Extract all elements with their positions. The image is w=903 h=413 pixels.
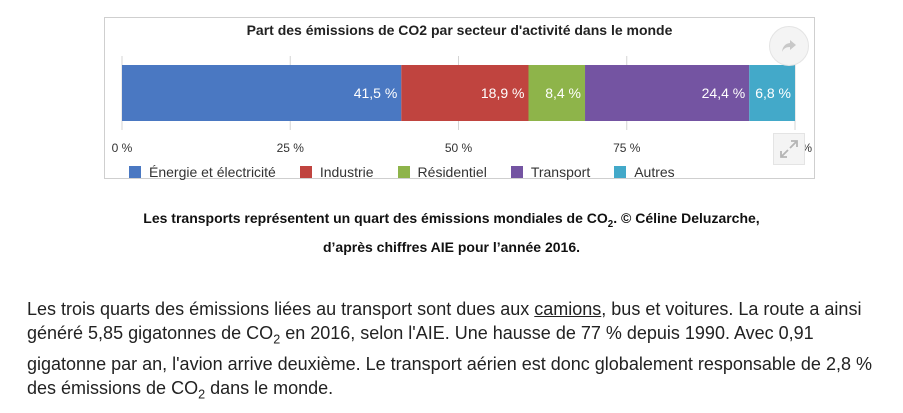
data-label: 41,5 % [354,85,398,101]
caption-sub: 2 [607,218,614,230]
legend-item[interactable]: Résidentiel [397,164,487,180]
legend-item[interactable]: Industrie [299,164,374,180]
legend-item[interactable]: Transport [510,164,591,180]
bar-segment[interactable] [528,65,586,121]
data-label: 18,9 % [481,85,525,101]
legend-label: Résidentiel [417,164,487,180]
data-label: 8,4 % [545,85,581,101]
legend-item[interactable]: Autres [614,164,675,180]
paragraph-text-2: , bus et voitures. La route a ainsi géné… [27,299,862,343]
paragraph-text-4: dans le monde. [205,377,334,398]
share-icon [782,40,796,52]
legend-swatch [129,166,141,178]
chart-legend: Énergie et électricité Industrie Résidenti… [129,164,699,180]
caption-line1-prefix: Les transports représentent un quart des… [143,210,608,226]
data-label: 6,8 % [755,85,791,101]
legend-label: Énergie et électricité [149,164,276,180]
bar-segment[interactable] [122,65,402,121]
chart-container: Part des émissions de CO2 par secteur d'… [104,17,815,180]
x-tick-label: 0 % [112,141,133,155]
share-button[interactable] [769,26,809,66]
legend-swatch [510,166,523,178]
legend-swatch [397,166,410,178]
legend-label: Transport [530,164,591,180]
chart-plot: 41,5 % 18,9 % 8,4 % 24,4 % 6,8 % 0 % 25 % 50 %… [112,56,812,155]
bar-segment[interactable] [749,65,795,121]
legend-label: Autres [634,164,675,180]
chart-title: Part des émissions de CO2 par secteur d'… [246,22,673,38]
paragraph-text-1: Les trois quarts des émissions liées au … [27,299,535,319]
expand-button[interactable] [773,133,805,165]
x-tick-label: 75 % [613,141,641,155]
bar-segment[interactable] [401,65,529,121]
paragraph-text-3: en 2016, selon l'AIE. Une hausse de 77 %… [27,323,872,398]
legend-item[interactable]: Énergie et électricité [129,164,276,180]
legend-swatch [614,166,627,178]
article-paragraph: Les trois quarts des émissions liées au … [27,297,897,406]
data-label: 24,4 % [702,85,746,101]
paragraph-sub-1: 2 [273,332,281,347]
caption-line2: d’après chiffres AIE pour l’année 2016. [322,238,581,255]
caption-line1-suffix: . © Céline Deluzarche, [613,210,760,226]
figure-caption: Les transports représentent un quart des… [0,207,903,258]
camions-link[interactable]: camions [534,299,602,319]
bar-segment[interactable] [585,65,750,121]
expand-icon [780,140,798,158]
legend-swatch [299,166,312,178]
legend-label: Industrie [319,164,374,180]
x-tick-label: 50 % [445,141,473,155]
paragraph-sub-2: 2 [198,387,206,402]
x-tick-label: 25 % [277,141,305,155]
